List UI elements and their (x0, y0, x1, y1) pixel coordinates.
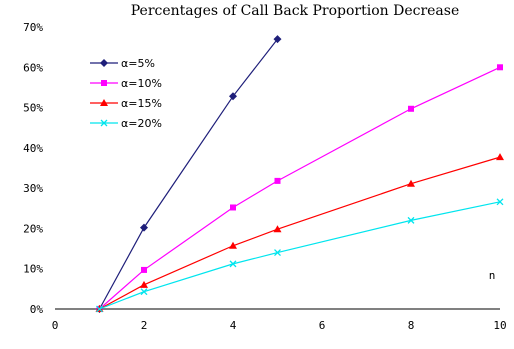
x-axis-label: n (489, 269, 496, 282)
data-point (273, 35, 282, 44)
data-point (229, 260, 237, 268)
data-point (229, 241, 237, 249)
series-4 (96, 198, 504, 313)
y-tick-label: 50% (23, 102, 43, 115)
x-tick-label: 10 (493, 319, 506, 332)
y-tick-label: 40% (23, 142, 43, 155)
legend-marker (100, 119, 108, 127)
legend-label: α=5% (121, 57, 155, 70)
series-line (99, 156, 501, 310)
legend-label: α=20% (121, 117, 162, 130)
data-point (274, 177, 281, 184)
x-tick-label: 4 (230, 319, 237, 332)
x-tick-label: 6 (319, 319, 326, 332)
legend-item: α=10% (90, 77, 162, 90)
data-point (230, 204, 236, 211)
data-point (96, 305, 103, 313)
y-tick-label: 0% (30, 303, 44, 316)
legend: α=5% α=10% α=15% α=20% (90, 57, 162, 130)
legend-marker (100, 59, 108, 67)
x-tick-label: 8 (408, 319, 415, 332)
legend-item: α=5% (90, 57, 155, 70)
data-point (140, 280, 148, 288)
y-tick-label: 70% (23, 21, 43, 34)
legend-item: α=15% (90, 97, 162, 110)
data-point (496, 198, 504, 206)
data-point (407, 216, 415, 224)
x-tick-label: 0 (52, 319, 59, 332)
data-point (273, 225, 282, 233)
legend-marker (100, 99, 108, 106)
series-line (99, 201, 501, 310)
series-line (98, 38, 278, 310)
legend-marker (101, 80, 107, 86)
legend-label: α=10% (121, 77, 162, 90)
series-line (99, 66, 501, 310)
x-axis-ticks: 0 2 4 6 8 10 (52, 319, 507, 332)
legend-label: α=15% (121, 97, 162, 110)
data-point (140, 223, 148, 232)
y-tick-label: 10% (23, 263, 43, 276)
x-tick-label: 2 (141, 319, 148, 332)
data-point (408, 105, 414, 112)
data-point (140, 288, 148, 296)
y-tick-label: 20% (23, 222, 43, 235)
chart-title: Percentages of Call Back Proportion Decr… (131, 3, 459, 19)
y-tick-label: 60% (23, 61, 43, 74)
data-point (496, 153, 504, 161)
data-point (274, 249, 281, 257)
data-point (141, 266, 147, 273)
data-point (407, 179, 415, 187)
data-point (497, 64, 503, 71)
legend-item: α=20% (90, 117, 162, 130)
y-axis-ticks: 0% 10% 20% 30% 40% 50% 60% 70% (23, 21, 43, 316)
series-layer (95, 35, 504, 313)
y-tick-label: 30% (23, 182, 43, 195)
data-point (229, 92, 237, 101)
